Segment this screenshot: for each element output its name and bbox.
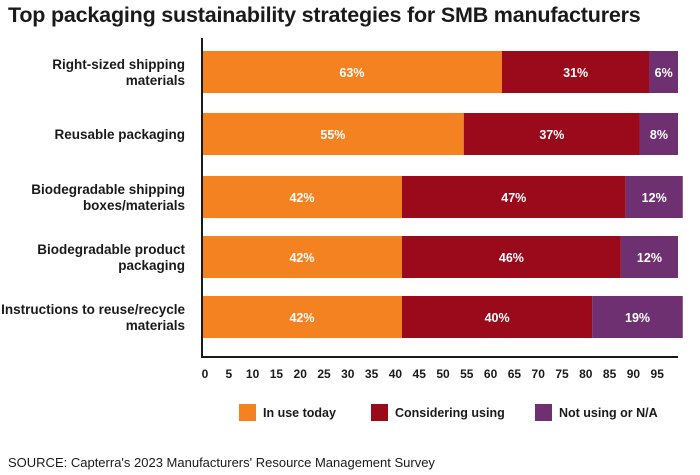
data-label: 46% bbox=[499, 251, 524, 265]
data-label: 55% bbox=[320, 128, 345, 142]
bar-segment bbox=[501, 51, 650, 93]
x-tick-label: 5 bbox=[225, 367, 232, 381]
data-label: 6% bbox=[655, 66, 673, 80]
bar-segment bbox=[202, 51, 502, 93]
x-tick-label: 0 bbox=[202, 367, 209, 381]
bar-segment bbox=[620, 236, 678, 278]
bar-segment bbox=[649, 51, 678, 93]
x-tick-label: 20 bbox=[294, 367, 308, 381]
x-tick-label: 10 bbox=[246, 367, 260, 381]
category-label: Instructions to reuse/recycle materials bbox=[1, 302, 185, 333]
data-label: 31% bbox=[563, 66, 588, 80]
data-label: 42% bbox=[289, 311, 314, 325]
x-tick-label: 80 bbox=[579, 367, 593, 381]
category-label: Biodegradable shipping boxes/materials bbox=[31, 182, 185, 213]
x-tick-label: 60 bbox=[484, 367, 498, 381]
data-label: 8% bbox=[650, 128, 668, 142]
chart-title: Top packaging sustainability strategies … bbox=[8, 3, 641, 27]
x-tick-label: 25 bbox=[317, 367, 331, 381]
legend-swatch-not-using bbox=[535, 404, 552, 421]
legend-label-considering-using: Considering using bbox=[395, 405, 505, 420]
data-label: 42% bbox=[289, 251, 314, 265]
x-tick-label: 35 bbox=[365, 367, 379, 381]
data-label: 19% bbox=[625, 311, 650, 325]
legend-label-in-use-today: In use today bbox=[263, 405, 336, 420]
bar-segment bbox=[202, 176, 402, 218]
x-tick-label: 85 bbox=[603, 367, 617, 381]
category-label: Right-sized shipping materials bbox=[52, 57, 185, 88]
chart-legend: In use today Considering using Not using… bbox=[0, 404, 700, 424]
legend-label-not-using: Not using or N/A bbox=[559, 405, 658, 420]
legend-item-considering-using: Considering using bbox=[371, 404, 505, 421]
category-label: Biodegradable product packaging bbox=[37, 242, 185, 273]
bar-segment bbox=[639, 113, 678, 155]
bar-segment bbox=[463, 113, 640, 155]
x-tick-label: 40 bbox=[389, 367, 403, 381]
x-tick-label: 15 bbox=[270, 367, 284, 381]
bar-segment bbox=[401, 296, 593, 338]
bar-segment bbox=[625, 176, 683, 218]
bar-segment bbox=[592, 296, 683, 338]
legend-swatch-considering-using bbox=[371, 404, 388, 421]
category-label: Reusable packaging bbox=[54, 127, 185, 142]
legend-item-in-use-today: In use today bbox=[239, 404, 336, 421]
x-tick-label: 65 bbox=[508, 367, 522, 381]
x-tick-label: 90 bbox=[627, 367, 641, 381]
x-tick-label: 50 bbox=[436, 367, 450, 381]
chart-plot: Right-sized shipping materials 63% 31% 6% Reu… bbox=[1, 38, 683, 381]
data-label: 40% bbox=[485, 311, 510, 325]
data-label: 63% bbox=[339, 66, 364, 80]
x-tick-label: 70 bbox=[532, 367, 546, 381]
data-label: 47% bbox=[501, 191, 526, 205]
bar-segment bbox=[401, 236, 621, 278]
x-tick-label: 45 bbox=[413, 367, 427, 381]
legend-item-not-using: Not using or N/A bbox=[535, 404, 658, 421]
data-label: 12% bbox=[642, 191, 667, 205]
legend-swatch-in-use-today bbox=[239, 404, 256, 421]
x-tick-label: 95 bbox=[651, 367, 665, 381]
bar-segment bbox=[202, 296, 402, 338]
data-label: 42% bbox=[289, 191, 314, 205]
x-tick-label: 30 bbox=[341, 367, 355, 381]
data-label: 12% bbox=[637, 251, 662, 265]
data-label: 37% bbox=[539, 128, 564, 142]
x-tick-label: 55 bbox=[460, 367, 474, 381]
x-tick-label: 75 bbox=[555, 367, 569, 381]
bar-segment bbox=[202, 113, 464, 155]
source-note: SOURCE: Capterra's 2023 Manufacturers' R… bbox=[8, 455, 435, 470]
bar-segment bbox=[202, 236, 402, 278]
bar-segment bbox=[401, 176, 626, 218]
